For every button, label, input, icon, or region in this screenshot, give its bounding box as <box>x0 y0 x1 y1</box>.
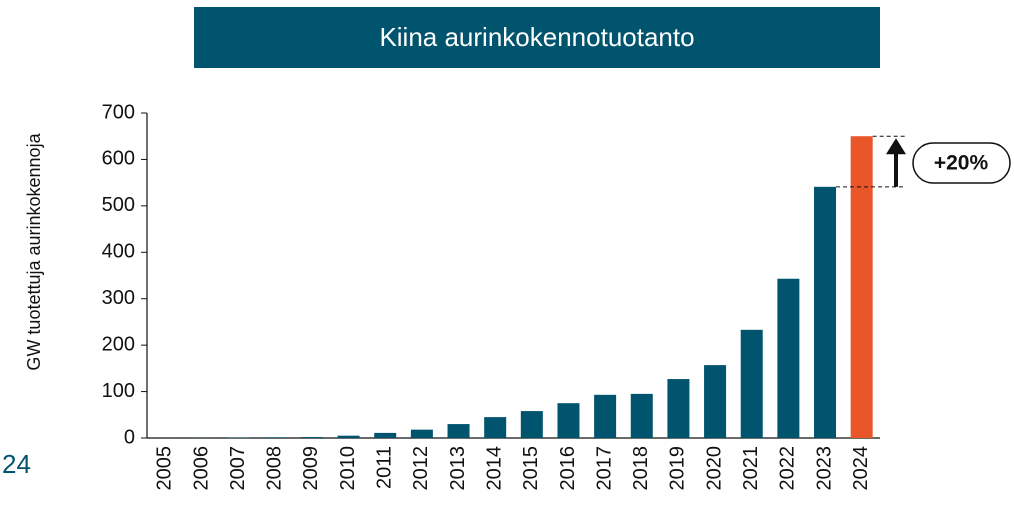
x-tick-label: 2014 <box>483 446 505 491</box>
x-tick-label: 2024 <box>850 446 872 491</box>
x-tick-label: 2019 <box>667 446 689 491</box>
x-tick-label: 2016 <box>557 446 579 491</box>
x-tick-label: 2013 <box>447 446 469 491</box>
x-tick-label: 2017 <box>593 446 615 491</box>
x-tick-label: 2006 <box>190 446 212 491</box>
page-number: 24 <box>2 449 31 479</box>
bar <box>850 136 873 438</box>
bar <box>300 437 323 438</box>
x-tick-label: 2022 <box>777 446 799 491</box>
bar <box>447 424 470 438</box>
y-tick-label: 700 <box>102 101 135 123</box>
bar <box>557 403 580 438</box>
x-tick-label: 2007 <box>227 446 249 491</box>
x-tick-label: 2015 <box>520 446 542 491</box>
x-tick-label: 2012 <box>410 446 432 491</box>
y-tick-label: 400 <box>102 241 135 263</box>
y-tick-label: 500 <box>102 194 135 216</box>
y-tick-label: 0 <box>124 426 135 448</box>
annotation-box <box>912 142 1011 184</box>
x-tick-label: 2023 <box>813 446 835 491</box>
arrow-head <box>886 138 906 155</box>
y-tick-label: 100 <box>102 380 135 402</box>
bar <box>374 432 397 438</box>
bar <box>630 393 653 438</box>
y-tick-label: 200 <box>102 333 135 355</box>
bar <box>777 278 800 438</box>
y-axis-label: GW tuotettuja aurinkokennoja <box>24 132 44 370</box>
x-tick-label: 2018 <box>630 446 652 491</box>
bar <box>520 411 543 438</box>
bar <box>484 417 507 438</box>
chart-title: Kiina aurinkokennotuotanto <box>379 22 694 52</box>
title-box <box>194 7 880 68</box>
y-tick-label: 300 <box>102 287 135 309</box>
x-tick-label: 2011 <box>374 446 396 489</box>
x-tick-label: 2005 <box>154 446 176 491</box>
x-tick-label: 2010 <box>337 446 359 491</box>
bar <box>410 429 433 438</box>
bar <box>814 186 837 438</box>
x-tick-label: 2008 <box>264 446 286 491</box>
x-tick-label: 2020 <box>703 446 725 491</box>
annotation: +20% <box>934 152 989 175</box>
bar <box>264 437 287 438</box>
x-tick-label: 2009 <box>300 446 322 491</box>
bar <box>740 329 763 438</box>
x-tick-label: 2021 <box>740 446 762 491</box>
bar <box>667 379 690 438</box>
bar <box>594 394 617 438</box>
bar <box>704 365 727 438</box>
y-tick-label: 600 <box>102 148 135 170</box>
bar <box>337 435 360 438</box>
